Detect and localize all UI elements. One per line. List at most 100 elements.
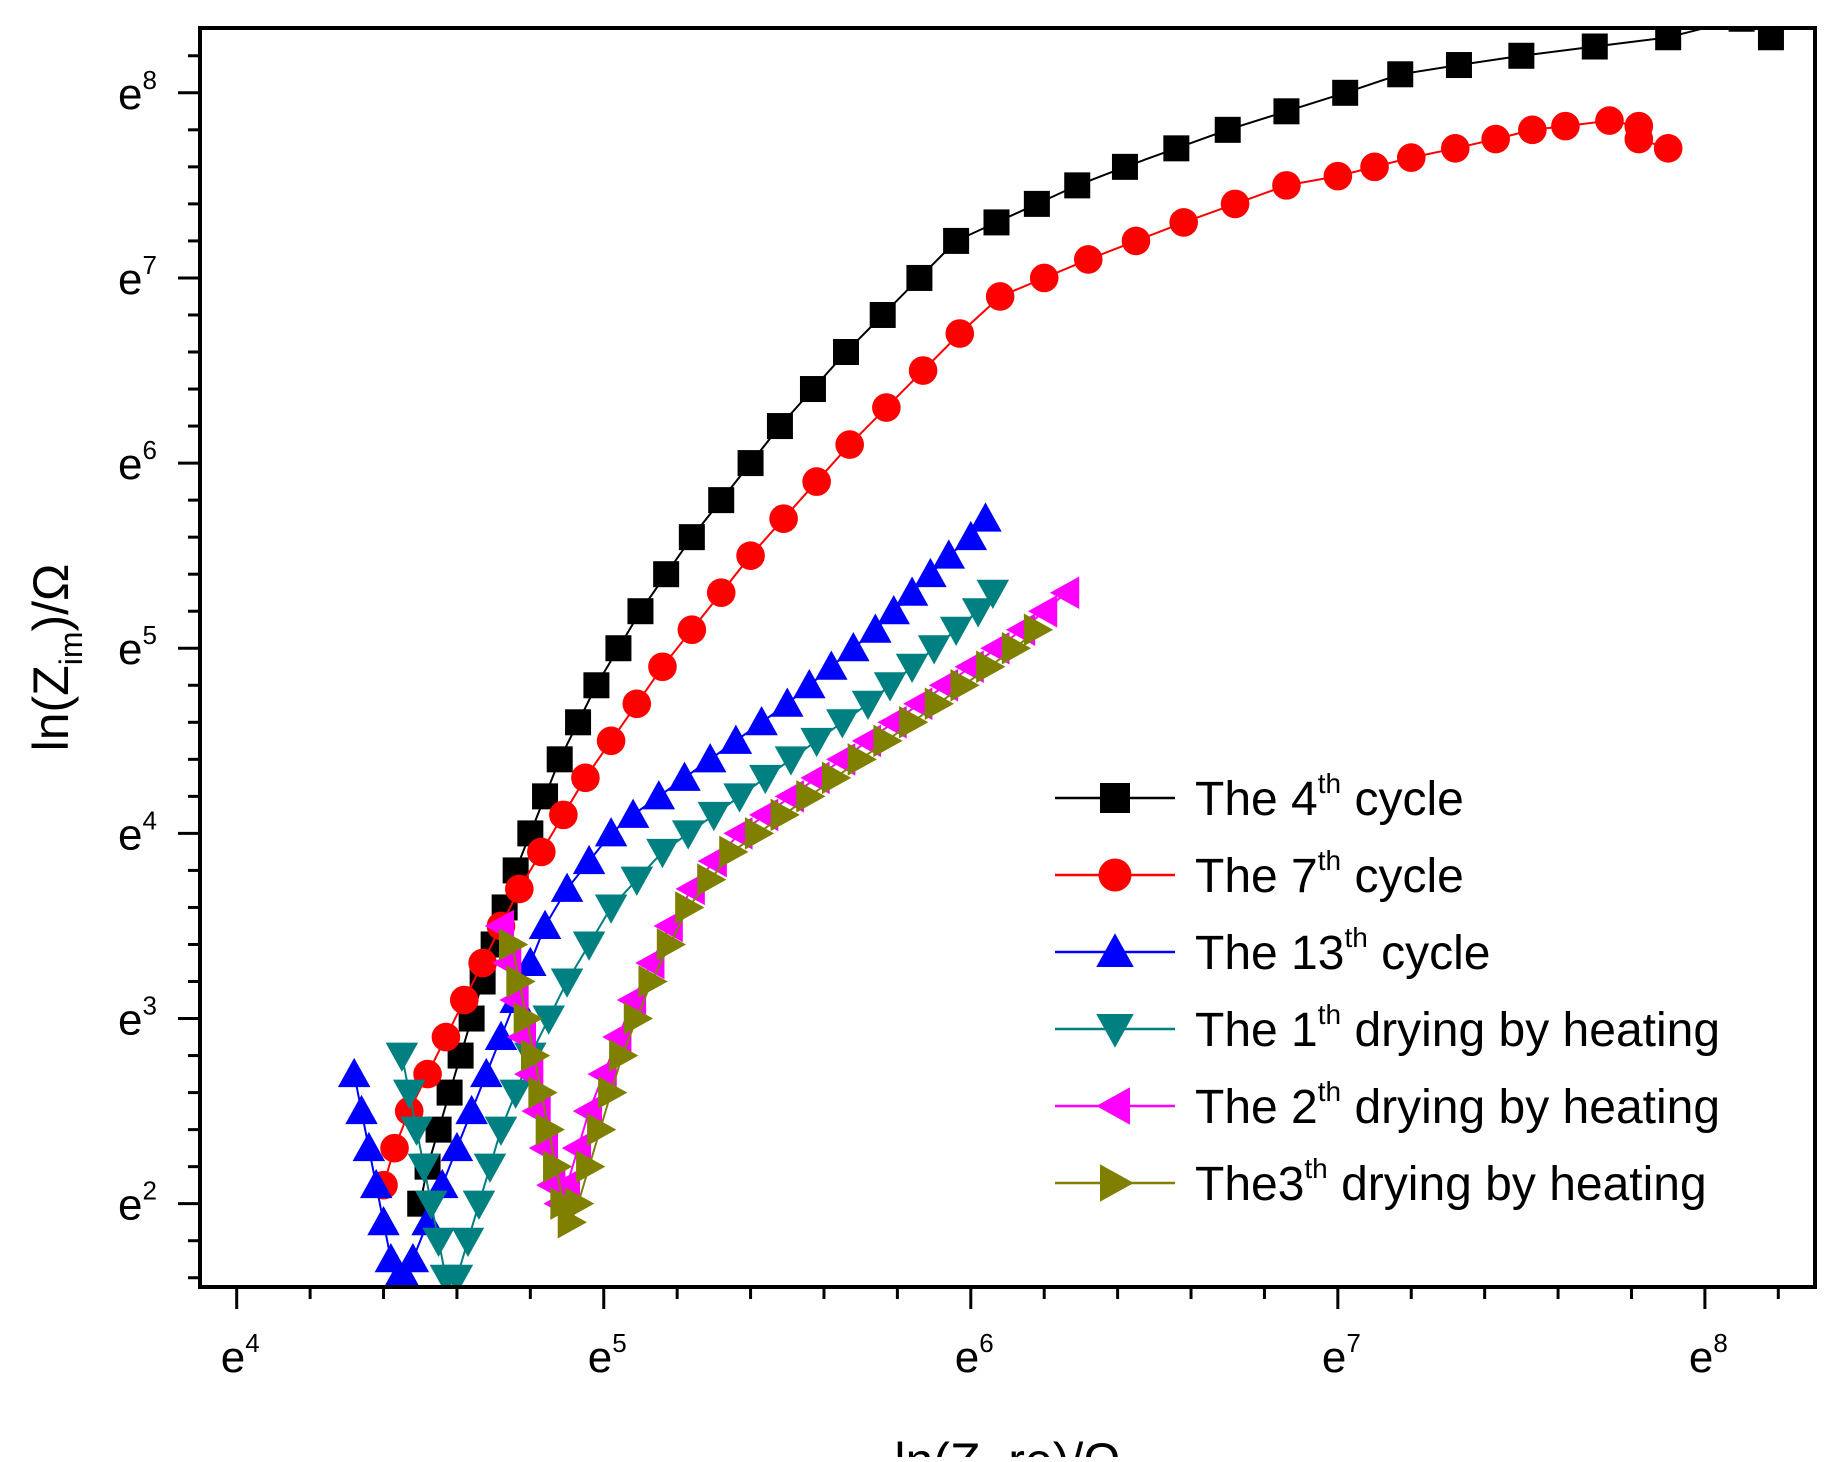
y-tick-label: e8 bbox=[118, 65, 157, 119]
data-point bbox=[484, 1116, 518, 1146]
data-point bbox=[906, 264, 933, 291]
y-axis-title: ln(Zim)/Ω bbox=[23, 564, 89, 752]
tick-base: e bbox=[118, 255, 142, 304]
data-point bbox=[594, 894, 628, 924]
data-point bbox=[449, 985, 479, 1015]
data-point bbox=[976, 579, 1010, 609]
data-point bbox=[1001, 631, 1032, 665]
data-point bbox=[623, 1002, 654, 1035]
data-point bbox=[571, 763, 600, 793]
data-point bbox=[697, 863, 727, 896]
data-point bbox=[945, 319, 975, 348]
data-point bbox=[1387, 61, 1414, 88]
data-point bbox=[1624, 124, 1654, 154]
tick-exponent: 5 bbox=[142, 620, 156, 650]
data-point bbox=[826, 709, 859, 739]
tick-exponent: 4 bbox=[142, 805, 156, 835]
data-point bbox=[352, 1131, 386, 1162]
data-point bbox=[598, 1076, 628, 1109]
data-point bbox=[549, 800, 578, 830]
x-tick-label: e7 bbox=[1322, 1328, 1361, 1382]
data-point bbox=[505, 874, 534, 904]
tick-base: e bbox=[118, 996, 142, 1045]
data-point bbox=[1445, 52, 1472, 79]
data-point bbox=[550, 872, 584, 902]
data-point bbox=[653, 561, 680, 588]
data-point bbox=[546, 746, 573, 773]
data-point bbox=[1169, 208, 1198, 237]
data-point bbox=[706, 578, 736, 607]
axes-layer: e4e5e6e7e8e2e3e4e5e6e7e8ln(Zim)/Ωln(Z_re… bbox=[23, 26, 1817, 1462]
data-point bbox=[833, 339, 859, 366]
data-point bbox=[802, 467, 831, 496]
data-point bbox=[557, 1205, 587, 1239]
data-point bbox=[642, 780, 676, 810]
legend-label-post: cycle bbox=[1368, 927, 1491, 980]
tick-base: e bbox=[118, 625, 142, 674]
data-point bbox=[708, 487, 735, 514]
data-point bbox=[1518, 115, 1547, 145]
tick-base: e bbox=[118, 440, 142, 489]
data-point bbox=[869, 301, 896, 328]
legend-label-sup: th bbox=[1304, 1153, 1327, 1184]
legend-label-sup: th bbox=[1344, 922, 1367, 953]
data-point bbox=[908, 356, 938, 385]
data-point bbox=[914, 557, 947, 588]
data-point bbox=[770, 798, 800, 832]
data-point bbox=[1595, 106, 1624, 135]
data-point bbox=[668, 761, 701, 791]
legend-label-post: drying by heating bbox=[1328, 1158, 1707, 1211]
tick-base: e bbox=[588, 1333, 612, 1382]
data-point bbox=[693, 743, 727, 773]
legend-label: The 1th drying by heating bbox=[1195, 999, 1720, 1057]
data-point bbox=[528, 1076, 558, 1109]
y-title-sub: im bbox=[53, 632, 89, 666]
data-point bbox=[847, 743, 877, 776]
tick-exponent: 5 bbox=[612, 1328, 626, 1358]
data-point bbox=[345, 1094, 378, 1125]
tick-exponent: 7 bbox=[1346, 1328, 1360, 1358]
tick-base: e bbox=[955, 1333, 979, 1382]
data-point bbox=[877, 594, 910, 625]
data-point bbox=[648, 652, 677, 682]
data-point bbox=[976, 650, 1006, 684]
data-point bbox=[583, 672, 610, 699]
legend-label: The 13th cycle bbox=[1195, 922, 1491, 980]
data-point bbox=[719, 724, 753, 754]
data-point bbox=[895, 576, 929, 606]
data-point bbox=[719, 835, 749, 869]
data-point bbox=[873, 672, 907, 702]
series-4 bbox=[385, 579, 1010, 1287]
legend-label-pre: The3 bbox=[1195, 1158, 1304, 1211]
data-point bbox=[985, 282, 1015, 311]
data-point bbox=[1655, 28, 1682, 51]
data-point bbox=[771, 687, 804, 717]
legend-label-post: drying by heating bbox=[1341, 1004, 1720, 1057]
data-point bbox=[1551, 111, 1580, 141]
plot-layer bbox=[337, 28, 1784, 1287]
x-tick-label: e5 bbox=[588, 1328, 627, 1382]
data-point bbox=[594, 817, 628, 847]
data-point bbox=[535, 1113, 565, 1146]
data-point bbox=[528, 909, 562, 939]
data-point bbox=[1272, 171, 1301, 200]
data-point bbox=[1757, 28, 1784, 51]
data-point bbox=[572, 844, 606, 875]
y-tick-label: e6 bbox=[118, 435, 157, 489]
legend-marker bbox=[1096, 933, 1134, 967]
data-point bbox=[1396, 143, 1426, 172]
data-point bbox=[1360, 152, 1389, 182]
data-point bbox=[605, 635, 632, 662]
legend-label-sup: th bbox=[1318, 999, 1341, 1030]
data-point bbox=[1220, 189, 1250, 219]
data-point bbox=[470, 1057, 503, 1088]
data-point bbox=[407, 1153, 441, 1183]
tick-exponent: 3 bbox=[142, 991, 156, 1021]
data-point bbox=[385, 1042, 419, 1072]
data-point bbox=[550, 968, 584, 998]
data-point bbox=[620, 866, 654, 896]
legend-label-sup: th bbox=[1318, 845, 1341, 876]
data-point bbox=[924, 687, 955, 721]
